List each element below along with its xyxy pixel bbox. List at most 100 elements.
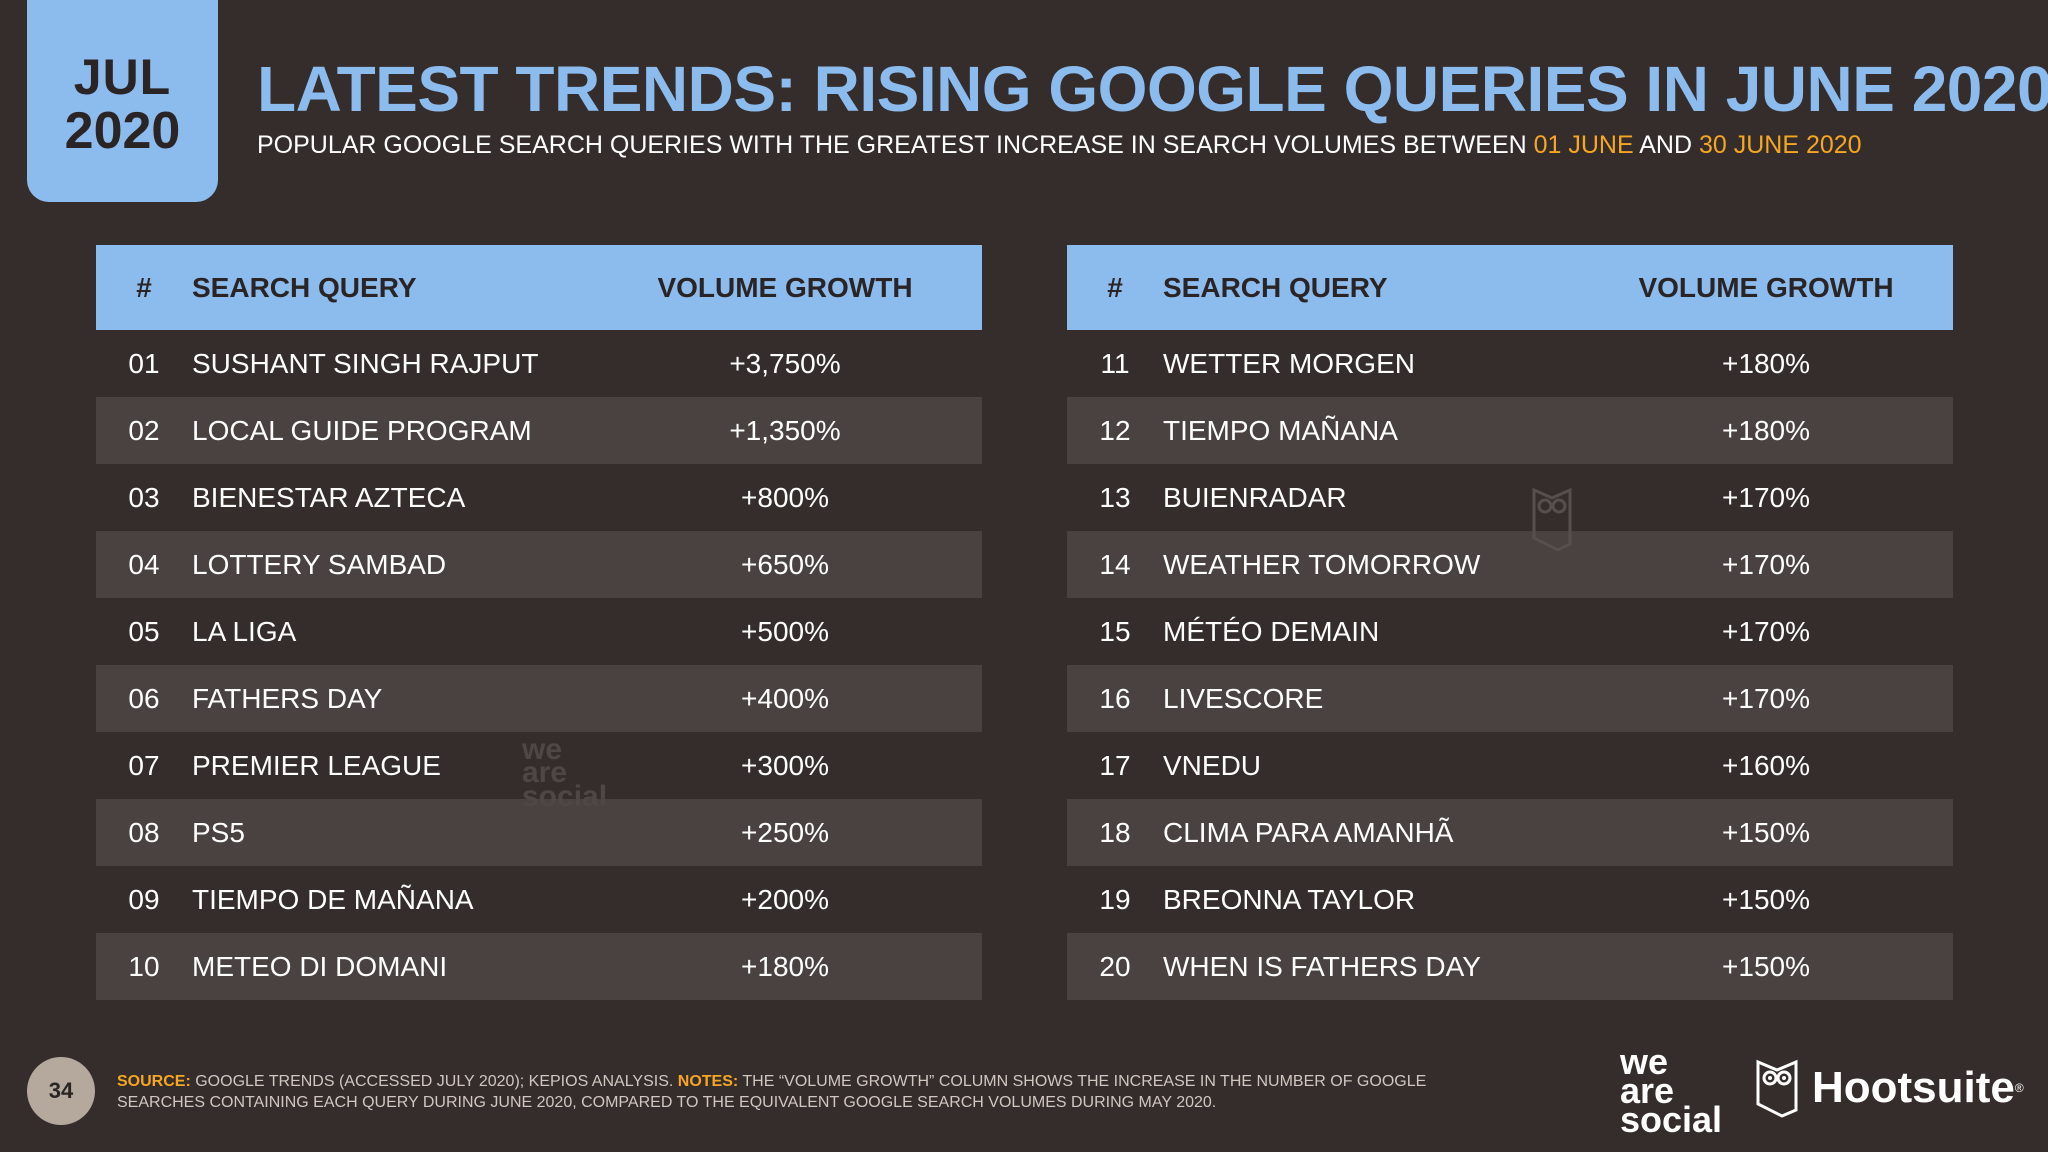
watermark-line: are [522,756,568,790]
table-row: 19 BREONNA TAYLOR +150% [1067,866,1953,933]
row-query: SUSHANT SINGH RAJPUT [192,347,539,379]
date-badge: JUL 2020 [27,0,218,202]
source-label: SOURCE: [117,1073,191,1090]
table-row: 18 CLIMA PARA AMANHÃ +150% [1067,799,1953,866]
row-query: METEO DI DOMANI [192,950,448,982]
row-growth: +500% [741,615,829,647]
table-row: 04 LOTTERY SAMBAD +650% [96,531,982,598]
logo-line: we [1620,1041,1669,1082]
row-query: LA LIGA [192,615,297,647]
row-query: CLIMA PARA AMANHÃ [1163,816,1454,848]
row-query: PREMIER LEAGUE [192,749,441,781]
row-query: TIEMPO DE MAÑANA [192,883,474,915]
page-title: LATEST TRENDS: RISING GOOGLE QUERIES IN … [257,53,2048,125]
hootsuite-logo: Hootsuite ® [1754,1058,2024,1118]
table-row: 17 VNEDU +160% [1067,732,1953,799]
row-growth: +300% [741,749,829,781]
row-number: 18 [1099,816,1131,848]
row-query: PS5 [192,816,245,848]
row-growth: +250% [741,816,829,848]
table-row: 03 BIENESTAR AZTECA +800% [96,464,982,531]
row-growth: +180% [1722,347,1810,379]
owl-watermark-icon [1532,487,1572,552]
row-number: 14 [1099,548,1131,580]
watermark-line: social [522,779,608,813]
table-row: 10 METEO DI DOMANI +180% [96,933,982,1000]
row-growth: +180% [741,950,829,982]
row-query: VNEDU [1163,749,1262,781]
row-number: 08 [128,816,160,848]
notes-label: NOTES: [677,1073,739,1090]
table-row: 05 LA LIGA +500% [96,598,982,665]
row-query: LOCAL GUIDE PROGRAM [192,414,532,446]
row-number: 20 [1099,950,1131,982]
row-number: 19 [1099,883,1131,915]
row-growth: +800% [741,481,829,513]
hootsuite-wordmark: Hootsuite [1812,1063,2015,1112]
row-query: WHEN IS FATHERS DAY [1163,950,1481,982]
logo-line: are [1620,1069,1675,1111]
registered-mark: ® [2014,1081,2024,1095]
badge-year: 2020 [64,101,181,160]
row-growth: +180% [1722,414,1810,446]
header-growth: VOLUME GROWTH [1638,271,1894,303]
row-number: 05 [128,615,160,647]
row-number: 04 [128,548,160,580]
row-number: 16 [1099,682,1131,714]
row-number: 01 [128,347,160,379]
row-number: 15 [1099,615,1131,647]
row-query: BIENESTAR AZTECA [192,481,466,513]
table-row: 13 BUIENRADAR +170% [1067,464,1953,531]
row-growth: +150% [1722,816,1810,848]
hootsuite-owl-icon [1756,1059,1798,1118]
header-num: # [136,271,152,303]
row-growth: +170% [1722,481,1810,513]
row-growth: +1,350% [729,414,841,446]
table-row: 02 LOCAL GUIDE PROGRAM +1,350% [96,397,982,464]
footer-notes: SOURCE: GOOGLE TRENDS (ACCESSED JULY 202… [117,1071,1517,1113]
row-query: WEATHER TOMORROW [1163,548,1481,580]
subtitle-date-end: 30 JUNE 2020 [1698,131,1862,159]
table-row: 01 SUSHANT SINGH RAJPUT +3,750% [96,330,982,397]
row-query: WETTER MORGEN [1163,347,1415,379]
header-query: SEARCH QUERY [1163,271,1388,303]
row-growth: +150% [1722,950,1810,982]
table-row: 08 PS5 +250% [96,799,982,866]
table-body: 11 WETTER MORGEN +180% 12 TIEMPO MAÑANA +180%… [1067,330,1953,1000]
row-query: BREONNA TAYLOR [1163,883,1416,915]
source-text: GOOGLE TRENDS (ACCESSED JULY 2020); KEPI… [190,1073,678,1090]
row-number: 10 [128,950,160,982]
subtitle-middle: AND [1633,131,1699,159]
table-body: 01 SUSHANT SINGH RAJPUT +3,750% 02 LOCAL GUI… [96,330,982,1000]
row-growth: +400% [741,682,829,714]
row-query: MÉTÉO DEMAIN [1163,615,1380,647]
row-number: 11 [1100,347,1130,379]
row-number: 06 [128,682,160,714]
header-growth: VOLUME GROWTH [657,271,913,303]
page-subtitle: POPULAR GOOGLE SEARCH QUERIES WITH THE G… [257,131,1862,160]
row-number: 13 [1099,481,1131,513]
row-query: BUIENRADAR [1163,481,1347,513]
row-growth: +170% [1722,682,1810,714]
page-number: 34 [27,1057,95,1125]
subtitle-date-start: 01 JUNE [1533,131,1634,159]
row-query: LIVESCORE [1163,682,1324,714]
watermark-line: we [522,733,563,766]
table-row: 07 PREMIER LEAGUE +300% [96,732,982,799]
table-row: 14 WEATHER TOMORROW +170% [1067,531,1953,598]
row-query: FATHERS DAY [192,682,383,714]
row-number: 17 [1099,749,1131,781]
row-query: TIEMPO MAÑANA [1163,414,1398,446]
we-are-social-watermark: we are social [522,733,608,813]
queries-table-right: # SEARCH QUERY VOLUME GROWTH 11 WETTER MO… [1067,245,1953,1000]
row-growth: +150% [1722,883,1810,915]
header-num: # [1107,271,1123,303]
row-number: 09 [128,883,160,915]
subtitle-prefix: POPULAR GOOGLE SEARCH QUERIES WITH THE G… [257,131,1534,159]
row-growth: +200% [741,883,829,915]
table-row: 09 TIEMPO DE MAÑANA +200% [96,866,982,933]
row-number: 07 [128,749,160,781]
row-growth: +170% [1722,615,1810,647]
table-row: 06 FATHERS DAY +400% [96,665,982,732]
notes-text: THE “VOLUME GROWTH” COLUMN SHOWS THE INC… [117,1073,1427,1111]
